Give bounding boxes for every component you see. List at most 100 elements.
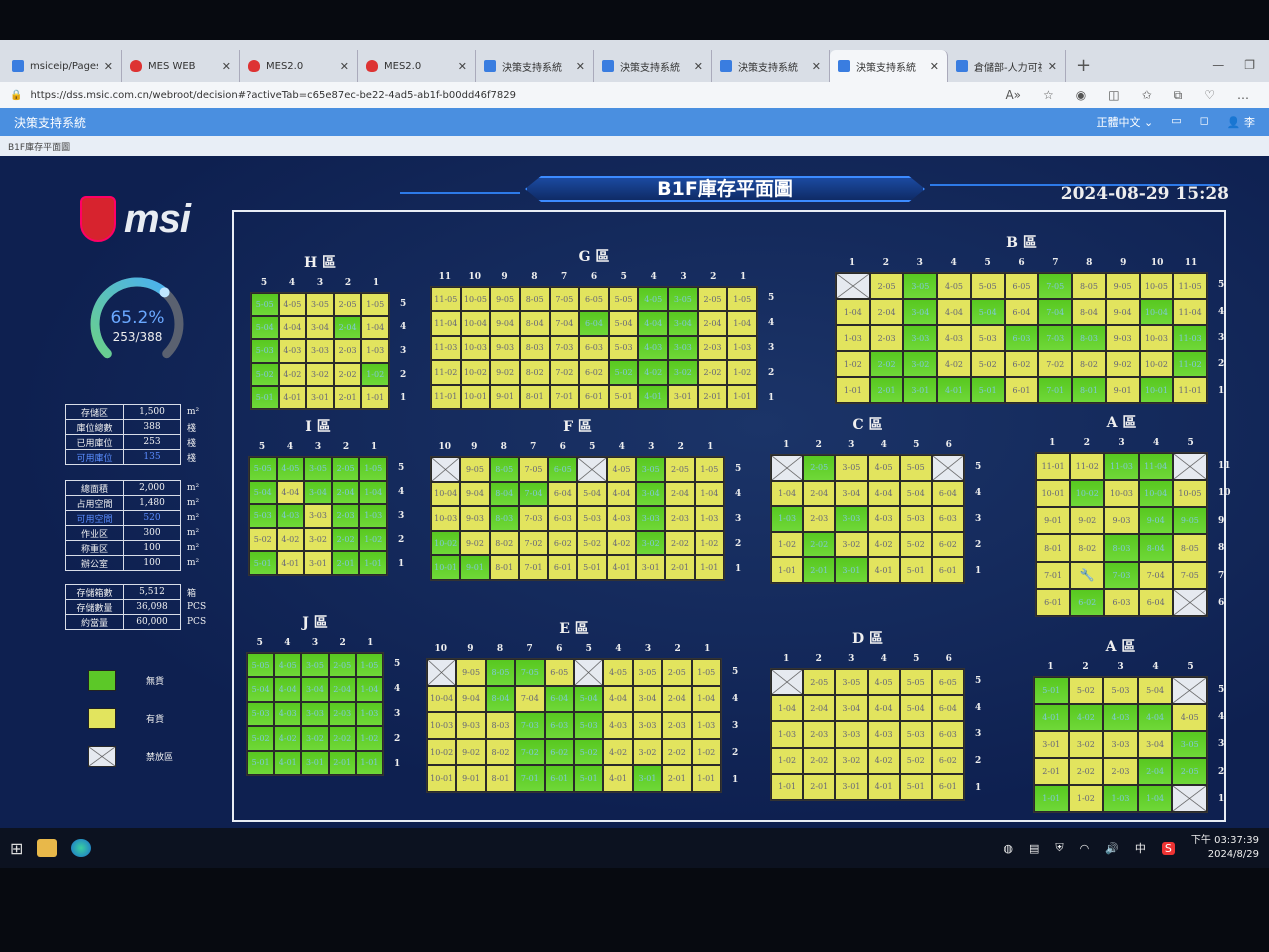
storage-slot[interactable]: 5-01 bbox=[577, 555, 607, 580]
storage-slot[interactable]: 2-01 bbox=[331, 551, 360, 575]
storage-slot[interactable]: 7-05 bbox=[515, 659, 545, 686]
storage-slot[interactable]: 11-02 bbox=[1173, 351, 1207, 377]
storage-slot[interactable]: 1-03 bbox=[727, 335, 757, 361]
storage-slot[interactable]: 10-04 bbox=[431, 481, 461, 507]
storage-slot[interactable]: 3-05 bbox=[835, 455, 868, 481]
storage-slot[interactable]: 1-03 bbox=[694, 506, 724, 531]
storage-slot[interactable]: 5-02 bbox=[573, 738, 604, 766]
storage-slot[interactable]: 6-02 bbox=[548, 530, 578, 556]
storage-slot[interactable]: 7-03 bbox=[549, 335, 580, 361]
storage-slot[interactable]: 8-04 bbox=[1072, 299, 1106, 325]
storage-slot[interactable]: 3-01 bbox=[636, 555, 666, 580]
storage-slot[interactable]: 4-02 bbox=[638, 360, 669, 385]
storage-slot[interactable]: 2-04 bbox=[333, 316, 362, 340]
storage-slot[interactable]: 2-01 bbox=[697, 384, 728, 409]
url-field[interactable]: https://dss.msic.com.cn/webroot/decision… bbox=[30, 89, 516, 101]
storage-slot[interactable]: 7-04 bbox=[1038, 299, 1073, 325]
storage-slot[interactable]: 2-03 bbox=[333, 339, 362, 363]
storage-slot[interactable]: 2-01 bbox=[333, 385, 362, 409]
storage-slot[interactable]: 1-01 bbox=[1034, 785, 1069, 812]
storage-slot[interactable]: 7-03 bbox=[515, 712, 545, 739]
storage-slot[interactable]: 4-03 bbox=[1103, 704, 1138, 731]
breadcrumb-tab[interactable]: B1F庫存平面圖 bbox=[0, 136, 1269, 156]
storage-slot[interactable]: 3-03 bbox=[306, 339, 334, 363]
storage-slot[interactable]: 8-04 bbox=[485, 685, 516, 713]
storage-slot[interactable]: 4-05 bbox=[278, 293, 307, 317]
storage-slot[interactable]: 4-01 bbox=[276, 551, 305, 575]
storage-slot[interactable]: 3-04 bbox=[903, 299, 938, 325]
storage-slot[interactable]: 6-04 bbox=[1004, 299, 1039, 325]
storage-slot[interactable]: 1-04 bbox=[727, 311, 757, 336]
close-tab-icon[interactable]: ✕ bbox=[811, 59, 821, 73]
browser-tab[interactable]: 決策支持系統 ✕ bbox=[476, 50, 594, 82]
storage-slot[interactable]: 8-01 bbox=[519, 384, 550, 409]
storage-slot[interactable]: 8-03 bbox=[489, 506, 519, 531]
storage-slot[interactable]: 4-05 bbox=[867, 669, 900, 696]
storage-slot[interactable]: 8-05 bbox=[485, 659, 516, 686]
storage-slot[interactable]: 9-02 bbox=[460, 530, 490, 556]
storage-slot[interactable]: 2-01 bbox=[662, 765, 692, 792]
storage-slot[interactable]: 2-03 bbox=[803, 506, 836, 532]
storage-slot[interactable]: 4-03 bbox=[638, 335, 669, 361]
storage-slot[interactable]: 5-01 bbox=[1034, 677, 1069, 704]
storage-slot[interactable]: 1-01 bbox=[771, 773, 804, 800]
storage-slot[interactable]: 2-03 bbox=[803, 721, 836, 748]
storage-slot[interactable]: 1-02 bbox=[836, 351, 870, 377]
storage-slot[interactable]: 10-04 bbox=[1139, 299, 1174, 325]
storage-slot[interactable]: 1-04 bbox=[691, 685, 721, 713]
storage-slot[interactable]: 3-04 bbox=[636, 481, 666, 507]
storage-slot[interactable]: 10-01 bbox=[1036, 480, 1071, 508]
storage-slot[interactable]: 1-04 bbox=[771, 695, 804, 722]
storage-slot[interactable]: 3-04 bbox=[304, 480, 332, 505]
storage-slot[interactable]: 2-02 bbox=[1068, 758, 1104, 785]
storage-slot[interactable]: 6-05 bbox=[544, 659, 574, 686]
storage-slot[interactable]: 2-04 bbox=[1137, 758, 1173, 785]
security-shield-icon[interactable]: ⛨ bbox=[1055, 841, 1064, 854]
storage-slot[interactable]: 5-02 bbox=[899, 747, 932, 774]
storage-slot[interactable]: 1-03 bbox=[836, 325, 870, 351]
storage-slot[interactable]: 3-02 bbox=[632, 738, 663, 766]
blocked-slot[interactable] bbox=[573, 659, 604, 686]
storage-slot[interactable]: 9-04 bbox=[460, 481, 490, 507]
browser-tab[interactable]: MES2.0 ✕ bbox=[240, 50, 358, 82]
storage-slot[interactable]: 4-02 bbox=[867, 531, 900, 558]
storage-slot[interactable]: 4-04 bbox=[867, 480, 900, 507]
storage-slot[interactable]: 4-04 bbox=[638, 311, 669, 336]
collections-icon[interactable]: ⧉ bbox=[1173, 87, 1183, 102]
storage-slot[interactable]: 10-01 bbox=[427, 765, 457, 792]
restore-button[interactable]: ❐ bbox=[1244, 58, 1255, 72]
storage-slot[interactable]: 1-04 bbox=[694, 481, 724, 507]
storage-slot[interactable]: 3-04 bbox=[835, 480, 868, 507]
storage-slot[interactable]: 11-03 bbox=[431, 335, 461, 361]
storage-slot[interactable]: 2-02 bbox=[333, 362, 362, 386]
storage-slot[interactable]: 4-01 bbox=[278, 385, 307, 409]
storage-slot[interactable]: 4-03 bbox=[867, 721, 900, 748]
storage-slot[interactable]: 4-03 bbox=[867, 506, 900, 532]
storage-slot[interactable]: 3-05 bbox=[632, 659, 663, 686]
storage-slot[interactable]: 5-02 bbox=[251, 362, 279, 386]
storage-slot[interactable]: 4-01 bbox=[606, 555, 637, 580]
wifi-icon[interactable]: ◠ bbox=[1079, 841, 1090, 855]
storage-slot[interactable]: 2-04 bbox=[869, 299, 904, 325]
storage-slot[interactable]: 9-03 bbox=[460, 506, 490, 531]
storage-slot[interactable]: 11-04 bbox=[1138, 453, 1173, 481]
storage-slot[interactable]: 8-01 bbox=[1072, 377, 1106, 403]
storage-slot[interactable]: 2-02 bbox=[328, 726, 356, 751]
storage-slot[interactable]: 7-05 bbox=[549, 287, 580, 312]
storage-slot[interactable]: 1-03 bbox=[771, 721, 804, 748]
storage-slot[interactable]: 9-02 bbox=[490, 360, 520, 385]
browser-tab[interactable]: 決策支持系統 ✕ bbox=[830, 50, 948, 82]
storage-slot[interactable]: 3-01 bbox=[668, 384, 698, 409]
folder-icon[interactable]: ▭ bbox=[1171, 114, 1182, 127]
storage-slot[interactable]: 5-05 bbox=[899, 669, 932, 696]
storage-slot[interactable]: 6-01 bbox=[931, 773, 964, 800]
storage-slot[interactable]: 3-03 bbox=[301, 701, 329, 727]
storage-slot[interactable]: 6-02 bbox=[1070, 588, 1105, 616]
storage-slot[interactable]: 6-04 bbox=[579, 311, 609, 336]
storage-slot[interactable]: 3-03 bbox=[304, 504, 332, 528]
storage-slot[interactable]: 2-05 bbox=[331, 457, 360, 481]
storage-slot[interactable]: 9-04 bbox=[1105, 299, 1140, 325]
storage-slot[interactable]: 5-03 bbox=[249, 504, 277, 528]
storage-slot[interactable]: 6-05 bbox=[579, 287, 609, 312]
storage-slot[interactable]: 2-05 bbox=[803, 669, 836, 696]
